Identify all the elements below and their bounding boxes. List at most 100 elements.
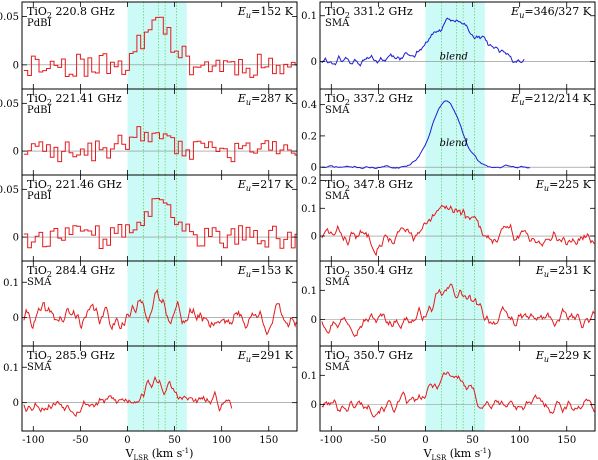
panel-title: TiO2 337.2 GHz xyxy=(325,92,413,107)
spectrum-line xyxy=(23,16,297,78)
velocity-band xyxy=(425,2,485,89)
spectrum-line xyxy=(23,198,297,249)
panel-title-subscript: 2 xyxy=(345,270,350,279)
eu-symbol: E xyxy=(237,5,246,18)
y-tick-label: 0 xyxy=(311,400,317,411)
panel-instrument: SMA xyxy=(325,18,350,29)
eu-symbol: E xyxy=(535,178,544,191)
eu-symbol: E xyxy=(237,178,246,191)
eu-symbol: E xyxy=(510,92,519,105)
x-axis-label-sub: LSR xyxy=(134,454,149,460)
panel-title: TiO2 221.41 GHz xyxy=(27,92,122,107)
x-axis-label: VLSR (km s-1) xyxy=(423,447,492,460)
velocity-band xyxy=(127,2,187,89)
panel-instrument: PdBI xyxy=(27,105,51,116)
panel-title-subscript: 2 xyxy=(47,11,52,20)
x-tick-label: 100 xyxy=(212,435,231,446)
eu-value: =152 K xyxy=(251,5,294,18)
spectrum-line xyxy=(321,371,595,418)
panel-title-frequency: 331.2 GHz xyxy=(350,5,413,18)
x-tick-label: 150 xyxy=(557,435,576,446)
upper-energy-label: Eu=287 K xyxy=(237,92,294,107)
panel-title-frequency: 285.9 GHz xyxy=(52,349,115,362)
eu-value: =287 K xyxy=(251,92,294,105)
panel-title: TiO2 347.8 GHz xyxy=(325,178,413,193)
panel-title-frequency: 350.7 GHz xyxy=(350,349,413,362)
eu-value: =153 K xyxy=(251,264,294,277)
y-tick-label: 0.05 xyxy=(0,99,19,110)
panel-title-frequency: 221.46 GHz xyxy=(52,178,122,191)
panel-instrument: SMA xyxy=(325,362,350,373)
y-tick-label: 0 xyxy=(311,315,317,326)
panel-title: TiO2 331.2 GHz xyxy=(325,5,413,20)
y-tick-label: 0.4 xyxy=(301,100,317,111)
panel-title-subscript: 2 xyxy=(47,270,52,279)
panel-title: TiO2 285.9 GHz xyxy=(27,349,115,364)
panel-instrument: PdBI xyxy=(27,18,51,29)
blend-note: blend xyxy=(440,138,468,149)
panel-frame xyxy=(21,345,298,432)
velocity-band xyxy=(127,175,187,261)
panel-title-molecule: TiO xyxy=(325,5,345,18)
x-tick-label: -100 xyxy=(320,435,342,446)
panel-title: TiO2 350.4 GHz xyxy=(325,264,413,279)
x-axis-label-unit: (km s xyxy=(446,447,480,460)
eu-symbol: E xyxy=(237,349,246,362)
panel-title-frequency: 220.8 GHz xyxy=(52,5,115,18)
panel-title-frequency: 284.4 GHz xyxy=(52,264,115,277)
y-tick-label: 0 xyxy=(311,232,317,243)
x-tick-label: 0 xyxy=(124,435,130,446)
y-tick-label: 0.05 xyxy=(0,185,19,196)
spectrum-line xyxy=(321,204,595,257)
panel-title-subscript: 2 xyxy=(345,184,350,193)
eu-subscript: u xyxy=(519,11,524,20)
x-axis-label-v: V xyxy=(423,447,433,460)
upper-energy-label: Eu=225 K xyxy=(535,178,592,193)
y-tick-label: 0 xyxy=(13,313,19,324)
upper-energy-label: Eu=346/327 K xyxy=(510,5,592,20)
panel-title-molecule: TiO xyxy=(27,5,47,18)
panel-title-subscript: 2 xyxy=(47,98,52,107)
x-axis-label-v: V xyxy=(125,447,135,460)
eu-symbol: E xyxy=(535,264,544,277)
velocity-band xyxy=(425,346,485,431)
velocity-band xyxy=(425,261,485,346)
y-tick-label: 0.05 xyxy=(0,12,19,23)
eu-value: =217 K xyxy=(251,178,294,191)
upper-energy-label: Eu=212/214 K xyxy=(510,92,592,107)
panel-title-subscript: 2 xyxy=(47,355,52,364)
eu-subscript: u xyxy=(544,184,549,193)
upper-energy-label: Eu=231 K xyxy=(535,264,592,279)
velocity-band xyxy=(127,89,187,175)
panel-title-molecule: TiO xyxy=(325,349,345,362)
y-tick-label: 0 xyxy=(311,57,317,68)
spectrum-line xyxy=(321,283,595,338)
x-axis-label-sub: LSR xyxy=(432,454,447,460)
eu-symbol: E xyxy=(535,349,544,362)
panel-title-molecule: TiO xyxy=(325,264,345,277)
y-tick-label: 0 xyxy=(13,233,19,244)
upper-energy-label: Eu=152 K xyxy=(237,5,294,20)
eu-value: =231 K xyxy=(549,264,592,277)
eu-symbol: E xyxy=(237,264,246,277)
panel-title-molecule: TiO xyxy=(27,178,47,191)
eu-subscript: u xyxy=(246,11,251,20)
panel-title-frequency: 347.8 GHz xyxy=(350,178,413,191)
x-tick-label: 50 xyxy=(168,435,181,446)
panel-title-molecule: TiO xyxy=(27,92,47,105)
y-tick-label: 0 xyxy=(13,147,19,158)
panel-title-subscript: 2 xyxy=(345,98,350,107)
y-tick-label: 0.1 xyxy=(301,11,317,22)
x-tick-label: 0 xyxy=(422,435,428,446)
panel-title-molecule: TiO xyxy=(27,264,47,277)
blend-note: blend xyxy=(440,51,468,62)
y-tick-label: 0.2 xyxy=(301,131,317,142)
x-tick-label: -50 xyxy=(72,435,88,446)
